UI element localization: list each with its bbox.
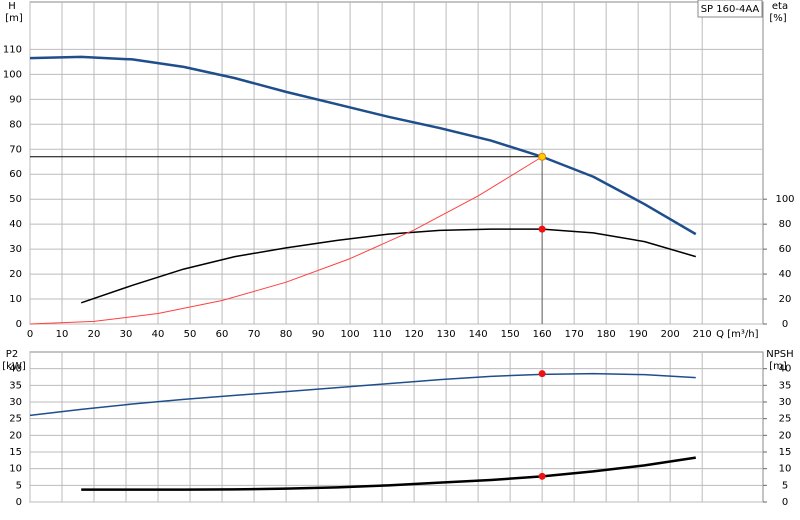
x-tick-label: 110 [373, 329, 392, 340]
x-tick-label: 150 [501, 329, 520, 340]
duty-point [538, 472, 546, 480]
x-tick-label: 190 [629, 329, 648, 340]
y2-tick-label: 0 [782, 319, 788, 330]
y2-tick-label: 15 [779, 447, 792, 458]
y-tick-label: 80 [9, 119, 22, 130]
y-tick-label: 20 [9, 269, 22, 280]
x-tick-label: 200 [661, 329, 680, 340]
y-axis-unit: [kW] [2, 361, 26, 372]
y2-tick-label: 60 [779, 244, 792, 255]
y-tick-label: 30 [9, 244, 22, 255]
y2-tick-label: 80 [779, 219, 792, 230]
y-axis-label: H [8, 1, 16, 12]
plot-area [29, 351, 764, 503]
y-tick-label: 50 [9, 194, 22, 205]
curve [29, 55, 697, 236]
x-axis-label: Q [m³/h] [716, 329, 758, 340]
x-tick-label: 60 [216, 329, 229, 340]
y-tick-label: 10 [9, 464, 22, 475]
y-tick-label: 90 [9, 94, 22, 105]
y2-tick-label: 35 [779, 380, 792, 391]
y2-tick-label: 25 [779, 414, 792, 425]
y2-tick-label: 20 [779, 430, 792, 441]
y-tick-label: 30 [9, 397, 22, 408]
y2-tick-label: 5 [782, 480, 788, 491]
y-tick-label: 110 [3, 44, 22, 55]
title-box [697, 0, 763, 18]
x-tick-label: 70 [248, 329, 261, 340]
y2-axis-label: eta [772, 1, 788, 12]
y-tick-label: 5 [16, 480, 22, 491]
y2-tick-label: 10 [779, 464, 792, 475]
y-axis-unit: [m] [5, 13, 23, 24]
y-tick-label: 35 [9, 380, 22, 391]
x-tick-label: 180 [597, 329, 616, 340]
curve [29, 372, 696, 417]
x-tick-label: 80 [280, 329, 293, 340]
y-tick-label: 0 [16, 497, 22, 508]
chart-title: SP 160-4AA [701, 4, 760, 15]
curve [80, 228, 696, 304]
x-tick-label: 120 [405, 329, 424, 340]
plot-area [29, 1, 764, 325]
x-tick-label: 50 [184, 329, 197, 340]
x-tick-label: 130 [437, 329, 456, 340]
curve [29, 156, 543, 325]
duty-point [538, 370, 546, 378]
y-tick-label: 100 [3, 69, 22, 80]
y-tick-label: 20 [9, 430, 22, 441]
y2-tick-label: 40 [779, 364, 792, 375]
y-tick-label: 70 [9, 144, 22, 155]
x-tick-label: 160 [533, 329, 552, 340]
y-axis-label: P2 [6, 349, 18, 360]
x-tick-label: 30 [120, 329, 133, 340]
y-tick-label: 10 [9, 294, 22, 305]
x-tick-label: 10 [56, 329, 69, 340]
curve [81, 456, 696, 491]
y2-tick-label: 0 [782, 497, 788, 508]
y-tick-label: 40 [9, 219, 22, 230]
x-tick-label: 20 [88, 329, 101, 340]
duty-point [538, 225, 546, 233]
y2-axis-unit: [%] [769, 13, 786, 24]
x-tick-label: 100 [341, 329, 360, 340]
x-tick-label: 0 [27, 329, 33, 340]
y2-tick-label: 30 [779, 397, 792, 408]
duty-point [538, 152, 547, 161]
y-tick-label: 0 [16, 319, 22, 330]
x-tick-label: 140 [469, 329, 488, 340]
y2-tick-label: 20 [779, 294, 792, 305]
x-tick-label: 170 [565, 329, 584, 340]
y2-tick-label: 40 [779, 269, 792, 280]
y2-axis-unit: [m] [769, 361, 787, 372]
y-tick-label: 15 [9, 447, 22, 458]
x-tick-label: 210 [693, 329, 712, 340]
y-tick-label: 40 [9, 364, 22, 375]
y2-tick-label: 100 [775, 194, 794, 205]
y-tick-label: 60 [9, 169, 22, 180]
y2-axis-label: NPSH [766, 349, 793, 360]
x-tick-label: 90 [312, 329, 325, 340]
x-tick-label: 40 [152, 329, 165, 340]
y-tick-label: 25 [9, 414, 22, 425]
